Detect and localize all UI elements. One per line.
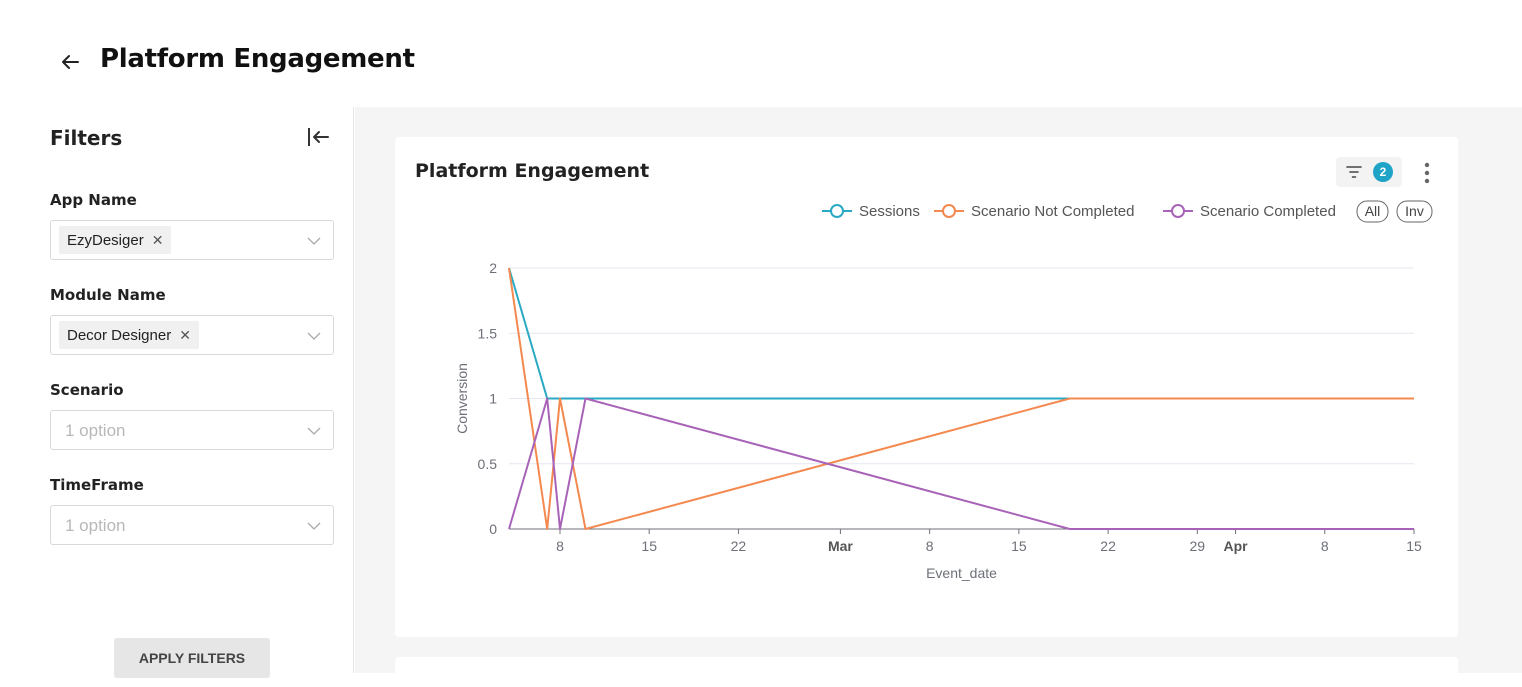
legend-all-button[interactable]: All <box>1356 200 1389 223</box>
y-axis-title: Conversion <box>454 363 470 434</box>
legend-item-scenario-not-completed[interactable]: Scenario Not Completed <box>934 203 1134 220</box>
y-tick-label: 1.5 <box>478 325 498 341</box>
chevron-down-icon[interactable] <box>307 234 321 248</box>
filter-icon <box>1346 166 1362 178</box>
filter-count-badge: 2 <box>1373 162 1393 182</box>
legend-label: Scenario Completed <box>1200 203 1336 220</box>
series-line-scenario-completed[interactable] <box>508 397 1414 530</box>
x-tick-label: 8 <box>926 538 934 554</box>
y-tick-label: 0 <box>489 521 497 537</box>
main-content: Platform Engagement 2 0 0.5 1 1.5 2 8 15 22 Mar 8… <box>355 107 1522 687</box>
filters-title: Filters <box>50 126 123 150</box>
chart-filter-button[interactable]: 2 <box>1336 157 1402 187</box>
more-options-icon[interactable] <box>1421 161 1433 185</box>
filters-sidebar: Filters App Name EzyDesiger ✕ Module Nam… <box>0 107 354 678</box>
chart-card: Platform Engagement 2 0 0.5 1 1.5 2 8 15 22 Mar 8… <box>395 137 1458 637</box>
timeframe-select[interactable]: 1 option <box>50 505 334 545</box>
page-title: Platform Engagement <box>100 44 415 74</box>
y-tick-label: 2 <box>489 260 497 276</box>
x-tick-label: 8 <box>1321 538 1329 554</box>
x-tick-label: 22 <box>731 538 747 554</box>
collapse-sidebar-icon[interactable] <box>305 124 331 150</box>
x-tick-label: 8 <box>556 538 564 554</box>
timeframe-placeholder: 1 option <box>65 516 126 535</box>
x-tick-label: Apr <box>1223 538 1248 554</box>
x-axis-title: Event_date <box>926 565 997 581</box>
app-name-chip: EzyDesiger ✕ <box>59 226 172 254</box>
chip-label: Decor Designer <box>67 326 172 344</box>
x-tick-label: 22 <box>1100 538 1116 554</box>
chevron-down-icon[interactable] <box>307 519 321 533</box>
module-name-select[interactable]: Decor Designer ✕ <box>50 315 334 355</box>
x-tick-label: 29 <box>1190 538 1206 554</box>
y-tick-label: 0.5 <box>478 456 498 472</box>
chip-label: EzyDesiger <box>67 231 144 249</box>
back-arrow-icon[interactable] <box>58 50 82 74</box>
legend-label: Sessions <box>859 203 920 220</box>
x-tick-label: 15 <box>641 538 657 554</box>
legend-inv-label: Inv <box>1405 203 1424 219</box>
remove-chip-icon[interactable]: ✕ <box>151 231 164 248</box>
module-name-chip: Decor Designer ✕ <box>59 321 199 349</box>
timeframe-label: TimeFrame <box>50 476 144 494</box>
scenario-placeholder: 1 option <box>65 421 126 440</box>
x-tick-label: Mar <box>828 538 853 554</box>
page-header: Platform Engagement <box>0 0 1522 107</box>
apply-filters-button[interactable]: APPLY FILTERS <box>114 638 270 678</box>
scenario-select[interactable]: 1 option <box>50 410 334 450</box>
y-tick-label: 1 <box>489 391 497 407</box>
chevron-down-icon[interactable] <box>307 424 321 438</box>
chart-title: Platform Engagement <box>415 160 650 182</box>
line-chart: 0 0.5 1 1.5 2 8 15 22 Mar 8 15 22 29 Apr 8 15 Event_date… <box>454 200 1433 581</box>
module-name-label: Module Name <box>50 286 166 304</box>
scenario-label: Scenario <box>50 381 124 399</box>
chevron-down-icon[interactable] <box>307 329 321 343</box>
legend-item-sessions[interactable]: Sessions <box>822 203 920 220</box>
legend-label: Scenario Not Completed <box>971 203 1134 220</box>
x-tick-label: 15 <box>1406 538 1422 554</box>
x-tick-label: 15 <box>1011 538 1027 554</box>
legend-inv-button[interactable]: Inv <box>1396 200 1433 223</box>
secondary-card <box>395 657 1458 687</box>
legend-item-scenario-completed[interactable]: Scenario Completed <box>1163 203 1336 220</box>
app-name-select[interactable]: EzyDesiger ✕ <box>50 220 334 260</box>
legend-all-label: All <box>1365 203 1381 219</box>
app-name-label: App Name <box>50 191 137 209</box>
remove-chip-icon[interactable]: ✕ <box>179 326 191 343</box>
